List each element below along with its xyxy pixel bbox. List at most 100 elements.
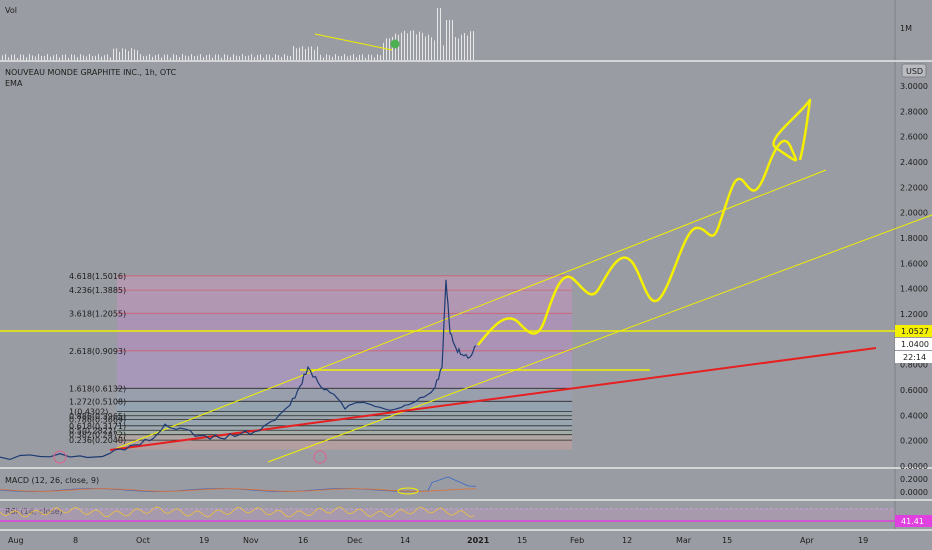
volume-bar xyxy=(290,56,291,60)
price-tick-label: 0.0000 xyxy=(900,462,928,471)
volume-bar xyxy=(83,55,84,60)
fib-band xyxy=(117,388,572,402)
volume-bar xyxy=(53,55,54,60)
volume-bar xyxy=(323,57,324,60)
volume-bar xyxy=(278,55,279,60)
volume-bar xyxy=(56,54,57,60)
volume-bar xyxy=(245,56,246,60)
time-tick-label: 15 xyxy=(722,536,732,545)
volume-bar xyxy=(443,45,444,60)
volume-bar xyxy=(374,57,375,60)
countdown-badge xyxy=(895,351,932,363)
volume-bar xyxy=(254,56,255,60)
volume-bar xyxy=(329,55,330,60)
time-tick-label: Mar xyxy=(676,536,692,545)
time-tick-label: Apr xyxy=(800,536,815,545)
fib-level-label: 1(0.4302) xyxy=(69,408,108,417)
volume-bar xyxy=(101,56,102,60)
volume-bar xyxy=(137,50,138,60)
volume-bar xyxy=(410,30,411,60)
volume-bar xyxy=(344,54,345,60)
volume-bar xyxy=(173,54,174,60)
vol-axis-label: 1M xyxy=(900,24,912,33)
volume-bar xyxy=(455,37,456,60)
volume-bar xyxy=(41,55,42,60)
volume-bar xyxy=(416,34,417,60)
currency-button[interactable] xyxy=(901,63,927,78)
volume-bar xyxy=(59,57,60,60)
volume-bar xyxy=(353,54,354,60)
volume-bar xyxy=(275,54,276,60)
fib-band xyxy=(117,440,572,450)
time-tick-label: 14 xyxy=(400,536,410,545)
fib-level-label: 0.236(0.2040) xyxy=(69,436,126,445)
upper-channel-line xyxy=(114,169,827,450)
volume-bar xyxy=(371,54,372,60)
volume-bar xyxy=(68,57,69,60)
volume-bar xyxy=(242,54,243,60)
price-tick-label: 1.6000 xyxy=(900,259,928,268)
macd-axis-label: 0.2000 xyxy=(900,475,928,484)
fib-band xyxy=(117,434,572,441)
volume-bar xyxy=(149,54,150,60)
volume-bar xyxy=(170,57,171,60)
volume-bar xyxy=(125,48,126,60)
volume-bar xyxy=(104,55,105,60)
time-tick-label: Nov xyxy=(243,536,259,545)
volume-bar xyxy=(74,54,75,60)
volume-bar xyxy=(176,54,177,60)
price-tick-label: 1.2000 xyxy=(900,310,928,319)
volume-bar xyxy=(407,33,408,60)
volume-bar xyxy=(305,49,306,60)
macd-indicator xyxy=(0,476,477,495)
event-marker-2[interactable] xyxy=(313,450,327,464)
fib-band xyxy=(117,419,572,426)
volume-bar xyxy=(95,55,96,60)
rsi-band xyxy=(0,509,895,521)
volume-bar xyxy=(464,32,465,60)
volume-bar xyxy=(281,56,282,60)
volume-bar xyxy=(182,54,183,60)
volume-bar xyxy=(428,34,429,60)
volume-bar xyxy=(425,36,426,60)
volume-bar xyxy=(200,54,201,60)
line-price-badge xyxy=(895,338,932,350)
volume-bar xyxy=(359,54,360,60)
volume-bar xyxy=(110,57,111,60)
volume-bar xyxy=(287,55,288,60)
volume-bar xyxy=(113,48,114,60)
volume-bar xyxy=(17,57,18,60)
volume-bar xyxy=(77,57,78,60)
fib-level-label: 0.382(0.2472) xyxy=(69,431,126,440)
price-series-line xyxy=(0,279,477,461)
volume-bar xyxy=(14,54,15,60)
volume-bar xyxy=(92,56,93,60)
volume-bar xyxy=(116,48,117,60)
time-tick-label: 19 xyxy=(199,536,209,545)
macd-signal-line xyxy=(0,488,477,492)
volume-bar xyxy=(23,54,24,60)
price-tick-label: 0.8000 xyxy=(900,361,928,370)
price-axis[interactable]: 3.0000 2.8000 2.6000 2.4000 2.2000 2.0000 1.80… xyxy=(900,82,928,471)
volume-bar xyxy=(368,54,369,60)
event-marker-1[interactable] xyxy=(53,450,67,464)
volume-bar xyxy=(314,49,315,60)
volume-bar xyxy=(467,35,468,60)
volume-bar xyxy=(62,54,63,60)
price-tick-label: 2.0000 xyxy=(900,209,928,218)
volume-bar xyxy=(311,46,312,60)
volume-bar xyxy=(248,55,249,60)
price-tick-label: 1.4000 xyxy=(900,285,928,294)
time-axis[interactable]: Aug 8 Oct 19 Nov 16 Dec 14 2021 15 Feb 12 Mar 15 Apr 19 xyxy=(8,536,868,545)
volume-bar xyxy=(317,46,318,60)
volume-bar xyxy=(233,54,234,60)
volume-bar xyxy=(377,54,378,60)
volume-bar xyxy=(227,55,228,60)
current-price-text: 1.0527 xyxy=(901,327,929,336)
fib-band xyxy=(117,290,572,314)
vol-label: Vol xyxy=(5,6,17,15)
rsi-badge xyxy=(895,515,932,527)
volume-bar xyxy=(269,54,270,60)
